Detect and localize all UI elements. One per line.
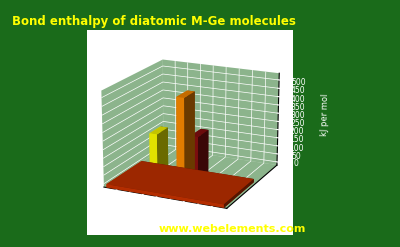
Text: Bond enthalpy of diatomic M-Ge molecules: Bond enthalpy of diatomic M-Ge molecules (12, 15, 296, 28)
Text: www.webelements.com: www.webelements.com (158, 224, 306, 234)
